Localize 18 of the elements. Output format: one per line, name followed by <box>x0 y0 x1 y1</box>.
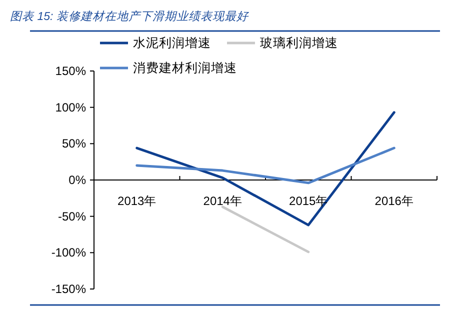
y-tick-label: 0% <box>68 173 86 187</box>
y-tick-label: -150% <box>51 282 86 296</box>
legend-label: 水泥利润增速 <box>133 36 211 50</box>
y-tick-label: 100% <box>55 100 86 114</box>
legend-label: 消费建材利润增速 <box>133 61 237 75</box>
legend-item: 水泥利润增速 <box>100 36 211 50</box>
legend-item: 消费建材利润增速 <box>100 61 237 75</box>
x-tick-label: 2013年 <box>118 194 156 208</box>
x-tick-label: 2016年 <box>374 194 414 208</box>
line-series <box>136 146 396 184</box>
x-tick-label: 2014年 <box>203 194 242 208</box>
y-tick-label: -100% <box>51 246 86 260</box>
y-tick-label: 150% <box>55 64 86 78</box>
legend-item: 玻璃利润增速 <box>227 36 338 50</box>
legend-label: 玻璃利润增速 <box>260 36 338 50</box>
y-tick-label: -50% <box>58 209 86 224</box>
y-tick-label: 50% <box>62 136 86 151</box>
chart-title: 图表 15: 装修建材在地产下滑期业绩表现最好 <box>10 10 250 23</box>
